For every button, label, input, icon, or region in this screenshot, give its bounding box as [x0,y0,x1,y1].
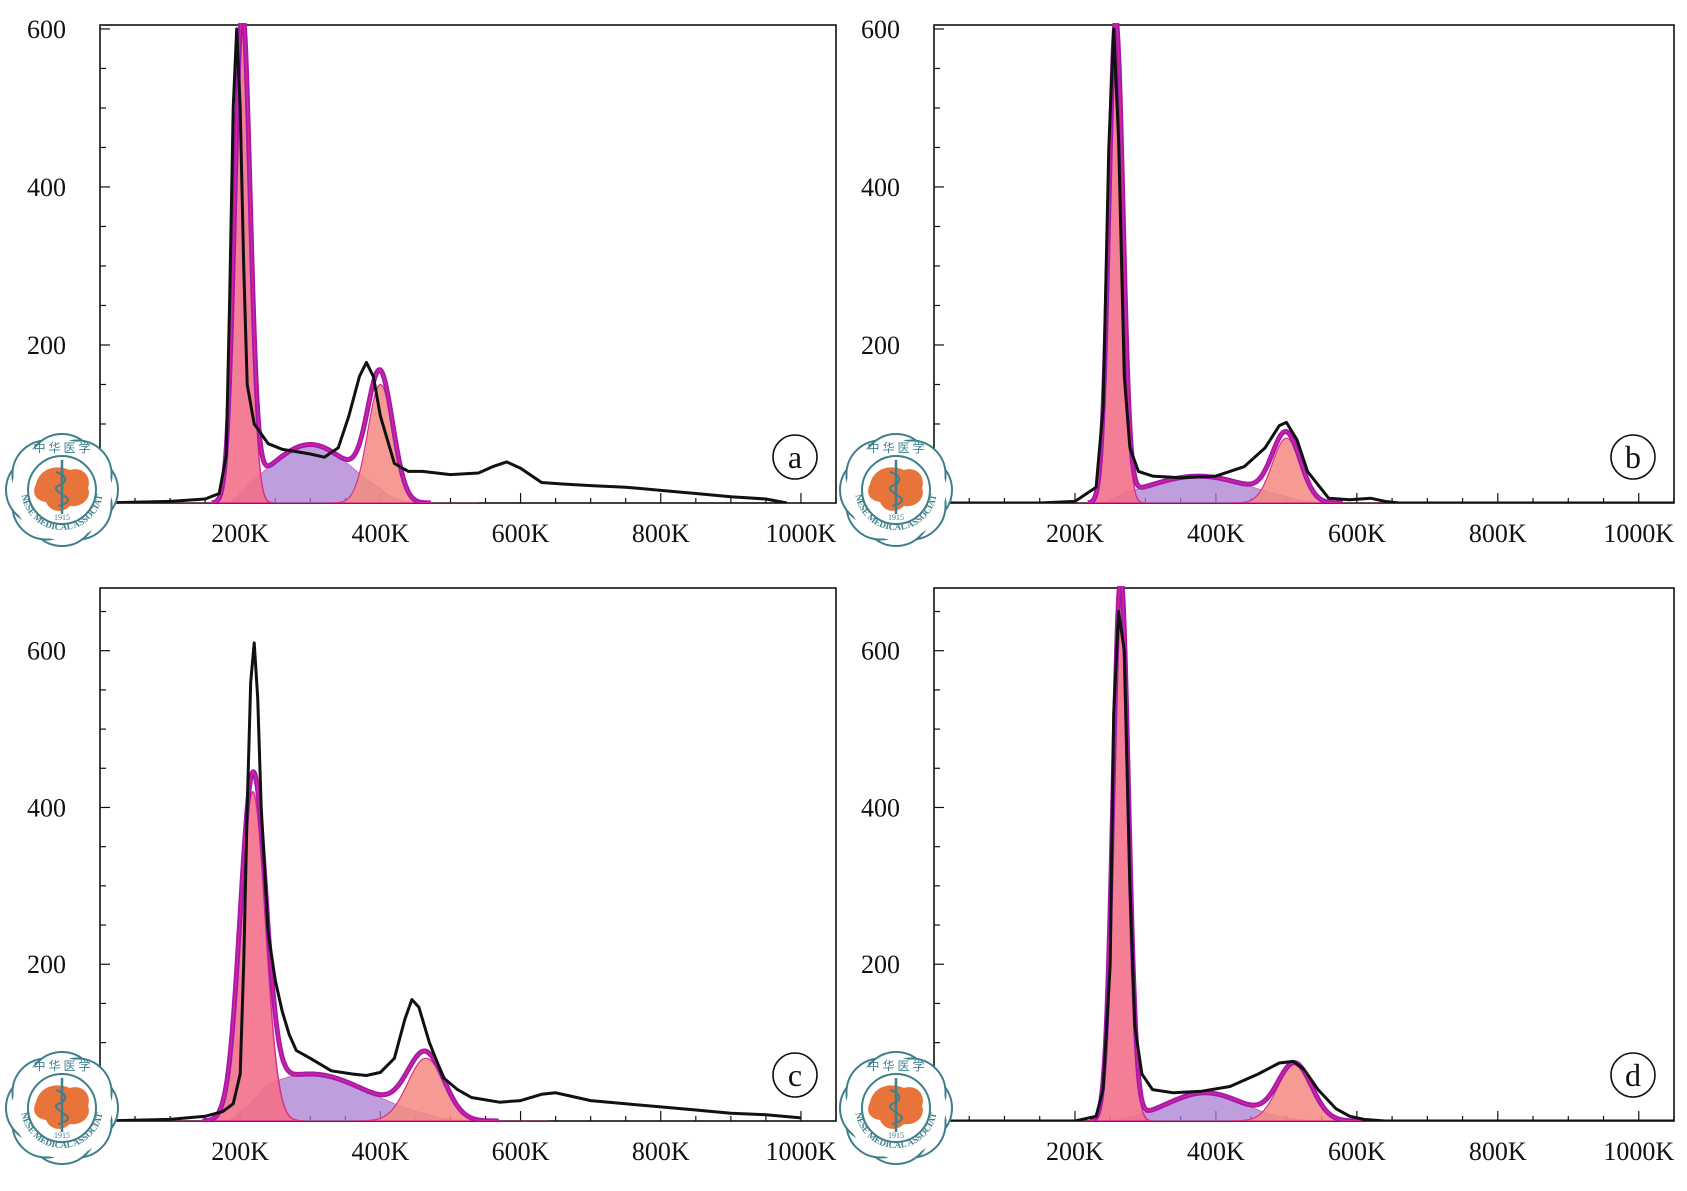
x-tick-label: 200K [211,1137,269,1166]
cma-logo-watermark: 中 华 医 学1915CHINESE MEDICAL ASSOCIATION [839,433,953,547]
raw-histogram-line [100,27,788,503]
panel-label-circle [1610,434,1656,480]
x-tick-label: 600K [1328,519,1386,548]
y-tick-label: 200 [27,331,66,360]
logo-chinese-text: 中 华 医 学 [867,440,924,455]
logo-chinese-text: 中 华 医 学 [33,440,90,455]
y-tick-label: 600 [27,15,66,44]
y-tick-label: 400 [861,173,900,202]
y-tick-label: 400 [27,173,66,202]
logo-inner-ring [861,455,931,525]
logo-chinese-text: 中 华 医 学 [33,1058,90,1073]
model-fit-highlight [202,770,499,1121]
x-tick-label: 200K [1046,519,1104,548]
x-tick-label: 800K [632,1137,690,1166]
panel-b: 0200400600200K400K600K800K1000Kb中 华 医 学1… [839,15,1675,548]
cma-logo-watermark: 中 华 医 学1915CHINESE MEDICAL ASSOCIATION [5,1051,119,1165]
panel-c: 0200400600200K400K600K800K1000Kc中 华 医 学1… [5,587,837,1166]
x-tick-label: 200K [211,519,269,548]
raw-histogram-line [934,610,1674,1121]
x-tick-label: 400K [1187,1137,1245,1166]
x-tick-label: 400K [351,1137,409,1166]
logo-inner-ring [861,1073,931,1143]
y-tick-label: 200 [27,950,66,979]
logo-year: 1915 [54,513,70,522]
logo-year: 1915 [54,1131,70,1140]
logo-serpent [55,471,70,507]
model-fit-highlight [211,23,431,503]
plot-area [934,586,1674,1121]
panel-d: 0200400600200K400K600K800K1000Kd中 华 医 学1… [839,586,1675,1166]
x-tick-label: 1000K [766,1137,837,1166]
x-tick-label: 800K [1469,519,1527,548]
cma-logo-watermark: 中 华 医 学1915CHINESE MEDICAL ASSOCIATION [839,1051,953,1165]
logo-year: 1915 [888,1131,904,1140]
y-tick-label: 400 [27,793,66,822]
plot-area [100,641,802,1121]
x-tick-label: 400K [351,519,409,548]
y-tick-label: 600 [861,637,900,666]
logo-serpent [889,471,904,507]
panel-label: d [1625,1057,1641,1093]
x-tick-label: 400K [1187,519,1245,548]
logo-inner-ring [27,455,97,525]
logo-serpent [55,1089,70,1125]
y-tick-label: 200 [861,950,900,979]
x-tick-label: 200K [1046,1137,1104,1166]
x-tick-label: 800K [1469,1137,1527,1166]
y-tick-label: 200 [861,331,900,360]
plot-frame [99,24,837,504]
logo-inner-ring [27,1073,97,1143]
logo-chinese-text: 中 华 医 学 [867,1058,924,1073]
y-axis-ticks [100,28,110,504]
panel-label-circle [772,1052,818,1098]
x-tick-label: 1000K [1603,1137,1674,1166]
x-tick-label: 600K [492,1137,550,1166]
y-tick-label: 400 [861,793,900,822]
plot-frame [99,587,837,1122]
plot-area [100,23,788,503]
x-tick-label: 1000K [766,519,837,548]
y-tick-label: 600 [861,15,900,44]
panel-label-circle [1610,1052,1656,1098]
logo-year: 1915 [888,513,904,522]
logo-serpent [889,1089,904,1125]
x-tick-label: 600K [492,519,550,548]
raw-histogram-line [934,27,1674,503]
plot-frame [933,587,1675,1122]
raw-histogram-line [100,641,802,1121]
x-tick-label: 800K [632,519,690,548]
cma-logo-watermark: 中 华 医 学1915CHINESE MEDICAL ASSOCIATION [5,433,119,547]
plot-frame [933,24,1675,504]
plot-area [934,23,1674,503]
x-tick-label: 600K [1328,1137,1386,1166]
panel-label-circle [772,434,818,480]
y-axis-ticks [934,28,944,504]
x-tick-label: 1000K [1603,519,1674,548]
panel-a: 0200400600200K400K600K800K1000Ka中 华 医 学1… [5,15,837,548]
y-tick-label: 600 [27,637,66,666]
panel-label: b [1625,439,1641,475]
panel-label: a [788,439,802,475]
panel-label: c [788,1057,802,1093]
